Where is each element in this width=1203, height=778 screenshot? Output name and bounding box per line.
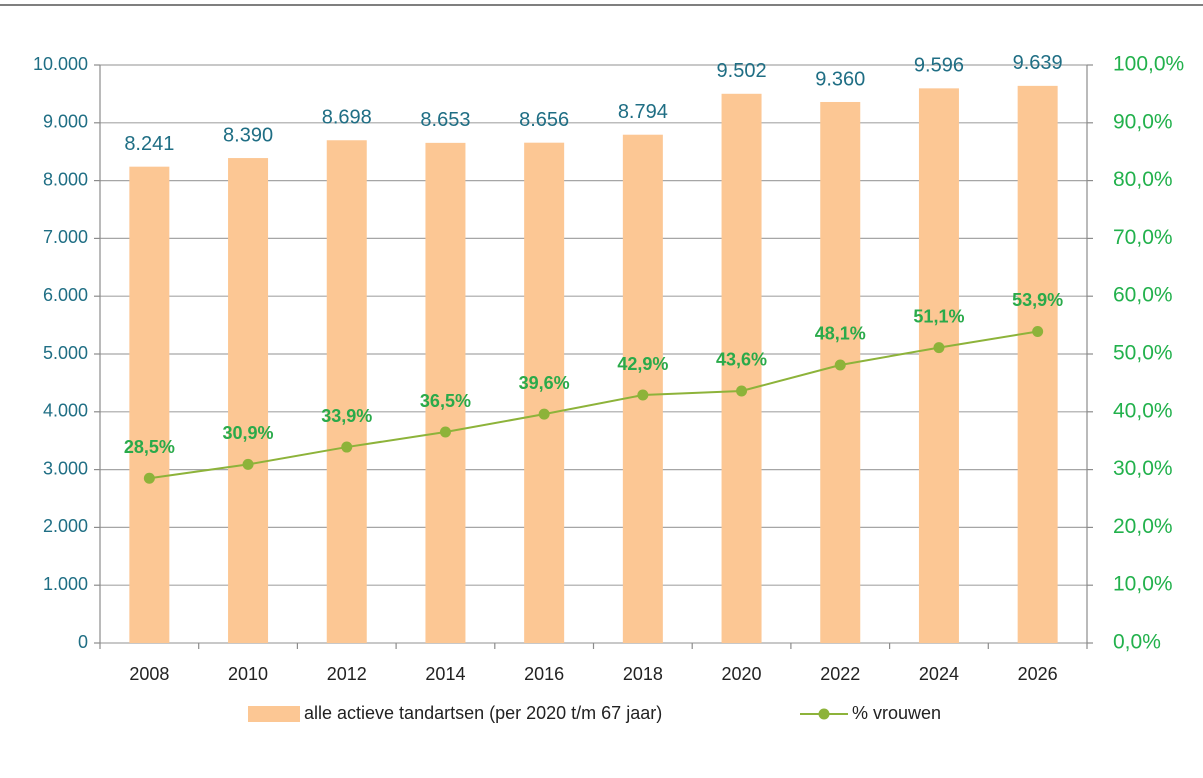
bar [326,140,367,643]
line-value-label: 30,9% [223,423,274,443]
y2-tick-label: 50,0% [1113,342,1173,365]
x-tick-label: 2012 [327,664,367,684]
bar [524,142,565,643]
y-tick-label: 9.000 [43,112,88,132]
line-value-label: 33,9% [321,406,372,426]
line-value-label: 51,1% [913,306,964,326]
line-value-label: 53,9% [1012,290,1063,310]
line-marker [242,458,254,470]
bar [820,101,861,643]
y-tick-label: 8.000 [43,169,88,189]
x-tick-label: 2014 [425,664,465,684]
bar [425,142,466,643]
y2-tick-label: 80,0% [1113,168,1173,191]
bar [228,158,269,644]
y-tick-label: 7.000 [43,227,88,247]
bar-value-label: 8.390 [223,124,273,146]
y2-tick-label: 20,0% [1113,515,1173,538]
y-tick-label: 3.000 [43,458,88,478]
legend-swatch [248,706,300,722]
line-value-label: 48,1% [815,324,866,344]
bar-value-label: 9.502 [717,60,767,82]
line-marker [637,389,649,401]
bar [1017,85,1058,644]
x-tick-label: 2022 [820,664,860,684]
legend-label: alle actieve tandartsen (per 2020 t/m 67… [304,703,662,723]
bar-value-label: 8.241 [124,133,174,155]
bar-value-label: 8.794 [618,101,668,123]
y2-tick-label: 30,0% [1113,457,1173,480]
line-marker [736,385,748,397]
bar [918,88,959,643]
line-value-label: 42,9% [617,354,668,374]
legend-label: % vrouwen [852,703,941,723]
y-tick-label: 10.000 [33,54,88,74]
y2-tick-label: 10,0% [1113,573,1173,596]
x-tick-label: 2024 [919,664,959,684]
x-tick-label: 2018 [623,664,663,684]
bar [721,93,762,643]
bar-value-label: 8.656 [519,109,569,131]
bar [129,166,170,643]
bar-value-label: 8.653 [420,109,470,131]
bar-value-label: 9.360 [815,68,865,90]
line-value-label: 28,5% [124,437,175,457]
y2-tick-label: 40,0% [1113,399,1173,422]
y2-tick-label: 0,0% [1113,631,1161,654]
bar-value-label: 9.596 [914,55,964,77]
bar [622,134,663,644]
x-tick-label: 2016 [524,664,564,684]
x-tick-label: 2008 [129,664,169,684]
line-marker [341,441,353,453]
line-value-label: 43,6% [716,350,767,370]
line-marker [933,342,945,354]
y-tick-label: 6.000 [43,285,88,305]
line-marker [143,472,155,484]
line-marker [538,408,550,420]
bar-value-label: 8.698 [322,107,372,129]
line-marker [834,359,846,371]
line [149,330,1038,480]
y-tick-label: 5.000 [43,343,88,363]
legend-marker [818,708,830,720]
line-value-label: 36,5% [420,391,471,411]
x-tick-label: 2026 [1018,664,1058,684]
x-tick-label: 2020 [722,664,762,684]
y2-tick-label: 70,0% [1113,226,1173,249]
line-marker [439,426,451,438]
bar-value-label: 9.639 [1013,52,1063,74]
y-tick-label: 0 [78,632,88,652]
y-tick-label: 4.000 [43,401,88,421]
y2-tick-label: 90,0% [1113,110,1173,133]
x-tick-label: 2010 [228,664,268,684]
y2-tick-label: 60,0% [1113,284,1173,307]
y2-tick-label: 100,0% [1113,53,1184,76]
y-tick-label: 1.000 [43,574,88,594]
line-marker [1032,325,1044,337]
line-value-label: 39,6% [519,373,570,393]
y-tick-label: 2.000 [43,516,88,536]
